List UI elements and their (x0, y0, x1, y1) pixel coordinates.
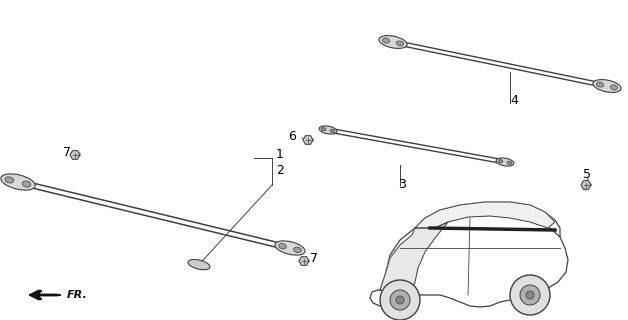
Polygon shape (380, 222, 448, 292)
Ellipse shape (499, 160, 503, 163)
Circle shape (526, 291, 534, 299)
Text: FR.: FR. (67, 290, 88, 300)
Ellipse shape (5, 177, 14, 183)
Polygon shape (303, 136, 313, 144)
Circle shape (510, 275, 550, 315)
Ellipse shape (597, 82, 604, 87)
Text: 7: 7 (310, 252, 318, 265)
Ellipse shape (593, 80, 621, 92)
Ellipse shape (379, 36, 407, 48)
Ellipse shape (188, 260, 210, 270)
Ellipse shape (279, 244, 286, 249)
Circle shape (520, 285, 540, 305)
Circle shape (380, 280, 420, 320)
Ellipse shape (294, 247, 301, 252)
Ellipse shape (275, 241, 305, 255)
Ellipse shape (22, 181, 31, 187)
Polygon shape (70, 151, 80, 159)
Ellipse shape (322, 128, 326, 131)
Ellipse shape (496, 158, 514, 166)
Circle shape (390, 290, 410, 310)
Ellipse shape (319, 126, 337, 134)
Text: 3: 3 (398, 179, 406, 191)
Polygon shape (581, 181, 591, 189)
Text: 1: 1 (276, 148, 284, 161)
Text: 2: 2 (276, 164, 284, 177)
Ellipse shape (382, 38, 389, 43)
Text: 4: 4 (510, 93, 518, 107)
Ellipse shape (507, 161, 512, 164)
Text: 5: 5 (583, 169, 591, 181)
Ellipse shape (610, 85, 617, 90)
Circle shape (396, 296, 404, 304)
Text: 6: 6 (288, 130, 296, 142)
Ellipse shape (396, 41, 404, 46)
Polygon shape (415, 202, 555, 228)
Polygon shape (299, 257, 309, 265)
Ellipse shape (1, 174, 35, 190)
Text: 7: 7 (63, 147, 71, 159)
Ellipse shape (330, 129, 335, 132)
